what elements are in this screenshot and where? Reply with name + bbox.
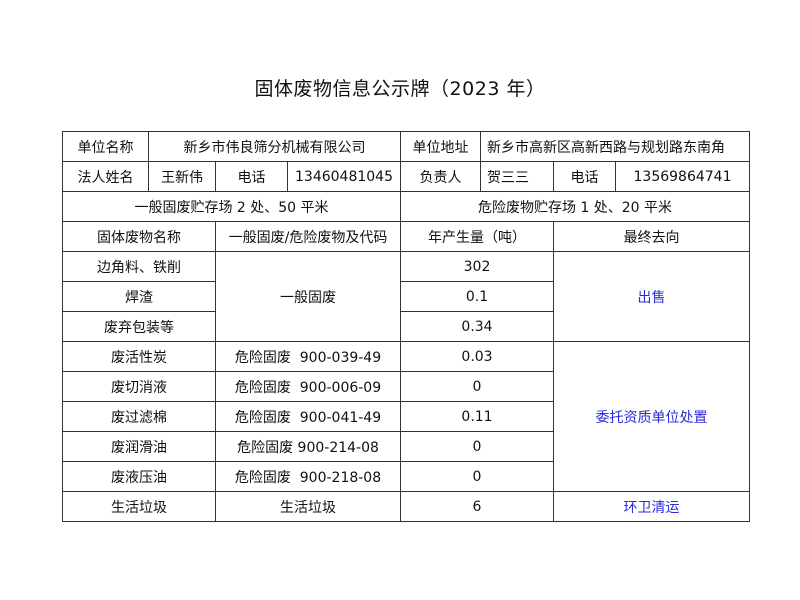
waste-name: 废切消液 [62, 371, 216, 402]
table-row: 废过滤棉 危险固废 900-041-49 0.11 [62, 401, 750, 432]
table-row: 废切消液 危险固废 900-006-09 0 [62, 371, 750, 402]
table-row: 废弃包装等 0.34 [62, 311, 750, 342]
waste-destination: 环卫清运 [552, 491, 751, 522]
waste-name: 废液压油 [62, 461, 216, 492]
general-storage: 一般固废贮存场 2 处、50 平米 [62, 191, 401, 222]
table-row: 生活垃圾 生活垃圾 6 环卫清运 [62, 491, 751, 522]
table-row: 单位名称 新乡市伟良筛分机械有限公司 单位地址 新乡市高新区高新西路与规划路东南… [62, 131, 751, 162]
header-category: 一般固废/危险废物及代码 [215, 221, 401, 252]
table-row: 焊渣 0.1 [62, 281, 750, 312]
waste-destination: 出售 [552, 251, 751, 342]
header-name: 固体废物名称 [62, 221, 216, 252]
table-header-row: 固体废物名称 一般固废/危险废物及代码 年产生量（吨） 最终去向 [62, 221, 751, 252]
waste-category: 一般固废 [215, 251, 401, 342]
legal-label: 法人姓名 [62, 161, 149, 192]
waste-destination: 委托资质单位处置 [552, 341, 751, 492]
waste-name: 废润滑油 [62, 431, 216, 462]
waste-code: 危险固废 900-039-49 [215, 341, 401, 372]
table-row: 一般固废贮存场 2 处、50 平米 危险废物贮存场 1 处、20 平米 [62, 191, 751, 222]
waste-amount: 0.34 [400, 311, 554, 342]
legal-name: 王新伟 [148, 161, 216, 192]
company-name: 新乡市伟良筛分机械有限公司 [148, 131, 401, 162]
waste-category: 生活垃圾 [215, 491, 401, 522]
waste-name: 边角料、铁削 [62, 251, 216, 282]
company-address: 新乡市高新区高新西路与规划路东南角 [479, 131, 751, 162]
waste-name: 焊渣 [62, 281, 216, 312]
address-label: 单位地址 [400, 131, 481, 162]
table-row: 废润滑油 危险固废 900-214-08 0 [62, 431, 750, 462]
table-row: 废活性炭 危险固废 900-039-49 0.03 委托资质单位处置 [62, 341, 751, 492]
waste-amount: 302 [400, 251, 554, 282]
waste-code: 危险固废 900-214-08 [215, 431, 401, 462]
waste-name: 生活垃圾 [62, 491, 216, 522]
table-row: 法人姓名 王新伟 电话 13460481045 负责人 贺三三 电话 13569… [62, 161, 751, 192]
page-title: 固体废物信息公示牌（2023 年） [254, 78, 546, 100]
waste-name: 废过滤棉 [62, 401, 216, 432]
company-label: 单位名称 [62, 131, 149, 162]
phone-label: 电话 [553, 161, 616, 192]
header-amount: 年产生量（吨） [400, 221, 554, 252]
waste-amount: 0 [400, 371, 554, 402]
waste-name: 废活性炭 [62, 341, 216, 372]
waste-amount: 0 [400, 431, 554, 462]
legal-phone: 13460481045 [287, 161, 401, 192]
waste-info-table: 单位名称 新乡市伟良筛分机械有限公司 单位地址 新乡市高新区高新西路与规划路东南… [62, 131, 751, 522]
table-row: 边角料、铁削 一般固废 302 出售 [62, 251, 751, 342]
manager-label: 负责人 [400, 161, 481, 192]
manager-phone: 13569864741 [614, 161, 751, 192]
waste-amount: 0 [400, 461, 554, 492]
waste-code: 危险固废 900-218-08 [215, 461, 401, 492]
waste-amount: 6 [400, 491, 554, 522]
manager-name: 贺三三 [480, 161, 554, 192]
header-destination: 最终去向 [552, 221, 751, 252]
waste-amount: 0.1 [400, 281, 554, 312]
waste-code: 危险固废 900-041-49 [215, 401, 401, 432]
waste-amount: 0.03 [400, 341, 554, 372]
hazard-storage: 危险废物贮存场 1 处、20 平米 [399, 191, 751, 222]
waste-amount: 0.11 [400, 401, 554, 432]
phone-label: 电话 [215, 161, 288, 192]
waste-name: 废弃包装等 [62, 311, 216, 342]
waste-code: 危险固废 900-006-09 [215, 371, 401, 402]
